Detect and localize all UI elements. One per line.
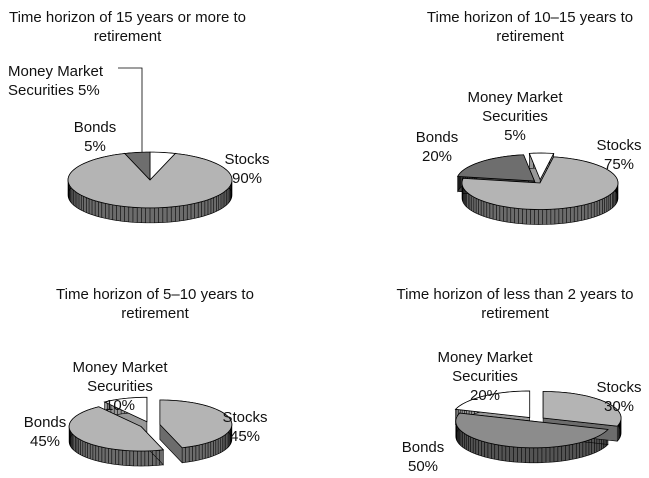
- category-label: Bonds: [415, 129, 459, 146]
- chart-title: Time horizon of 10–15 years to retiremen…: [426, 9, 634, 45]
- value-label: 20%: [469, 387, 501, 404]
- category-label: Stocks: [222, 409, 268, 426]
- category-label: Money Market Securities: [437, 349, 533, 385]
- pie-slice: [528, 152, 555, 181]
- category-label: Money Market Securities: [467, 89, 563, 125]
- pie-slice: [67, 153, 233, 209]
- slice-label: Stocks 45%: [215, 408, 275, 446]
- slice-label: Stocks 90%: [212, 150, 282, 188]
- category-label: Stocks: [596, 379, 642, 396]
- value-label: 90%: [231, 170, 263, 187]
- slice-label: Bonds 50%: [398, 438, 448, 476]
- pie-slice: [103, 396, 148, 423]
- chart-title: Time horizon of 5–10 years to retirement: [56, 286, 254, 322]
- slice-label: Stocks 30%: [588, 378, 649, 416]
- category-label: Bonds: [23, 414, 67, 431]
- slice-label: Bonds 20%: [412, 128, 462, 166]
- value-label: 45%: [229, 428, 261, 445]
- value-label: 30%: [603, 398, 635, 415]
- value-label: 5%: [78, 82, 100, 99]
- chart-title: Time horizon of 15 years or more to reti…: [8, 9, 247, 45]
- pie-slice: [159, 399, 233, 449]
- value-label: 75%: [603, 156, 635, 173]
- category-label: Money Market Securities: [8, 63, 104, 99]
- slice-label: Stocks 75%: [588, 136, 649, 174]
- slice-label: Money Market Securities 10%: [65, 358, 175, 415]
- value-label: 50%: [407, 458, 439, 475]
- pie-slice: [454, 390, 531, 418]
- slice-label: Money Market Securities 20%: [425, 348, 545, 405]
- category-label: Stocks: [596, 137, 642, 154]
- category-label: Stocks: [224, 151, 270, 168]
- leader-line: [118, 67, 143, 172]
- pie-slice: [68, 406, 165, 452]
- slice-label: Money Market Securities 5%: [460, 88, 570, 145]
- value-label: 20%: [421, 148, 453, 165]
- chart-title: Time horizon of less than 2 years to ret…: [396, 286, 634, 322]
- value-label: 5%: [84, 138, 106, 155]
- category-label: Bonds: [73, 119, 117, 136]
- slice-label: Bonds 5%: [70, 118, 120, 156]
- pie-slice: [456, 154, 536, 182]
- pie-slice: [542, 391, 622, 427]
- value-label: 45%: [29, 433, 61, 450]
- category-label: Money Market Securities: [72, 359, 168, 395]
- category-label: Bonds: [401, 439, 445, 456]
- slice-label: Money Market Securities 5%: [8, 62, 133, 100]
- pie-slice: [455, 412, 609, 449]
- value-label: 10%: [104, 397, 136, 414]
- pie-slice: [461, 156, 619, 210]
- value-label: 5%: [504, 127, 526, 144]
- slice-label: Bonds 45%: [20, 413, 70, 451]
